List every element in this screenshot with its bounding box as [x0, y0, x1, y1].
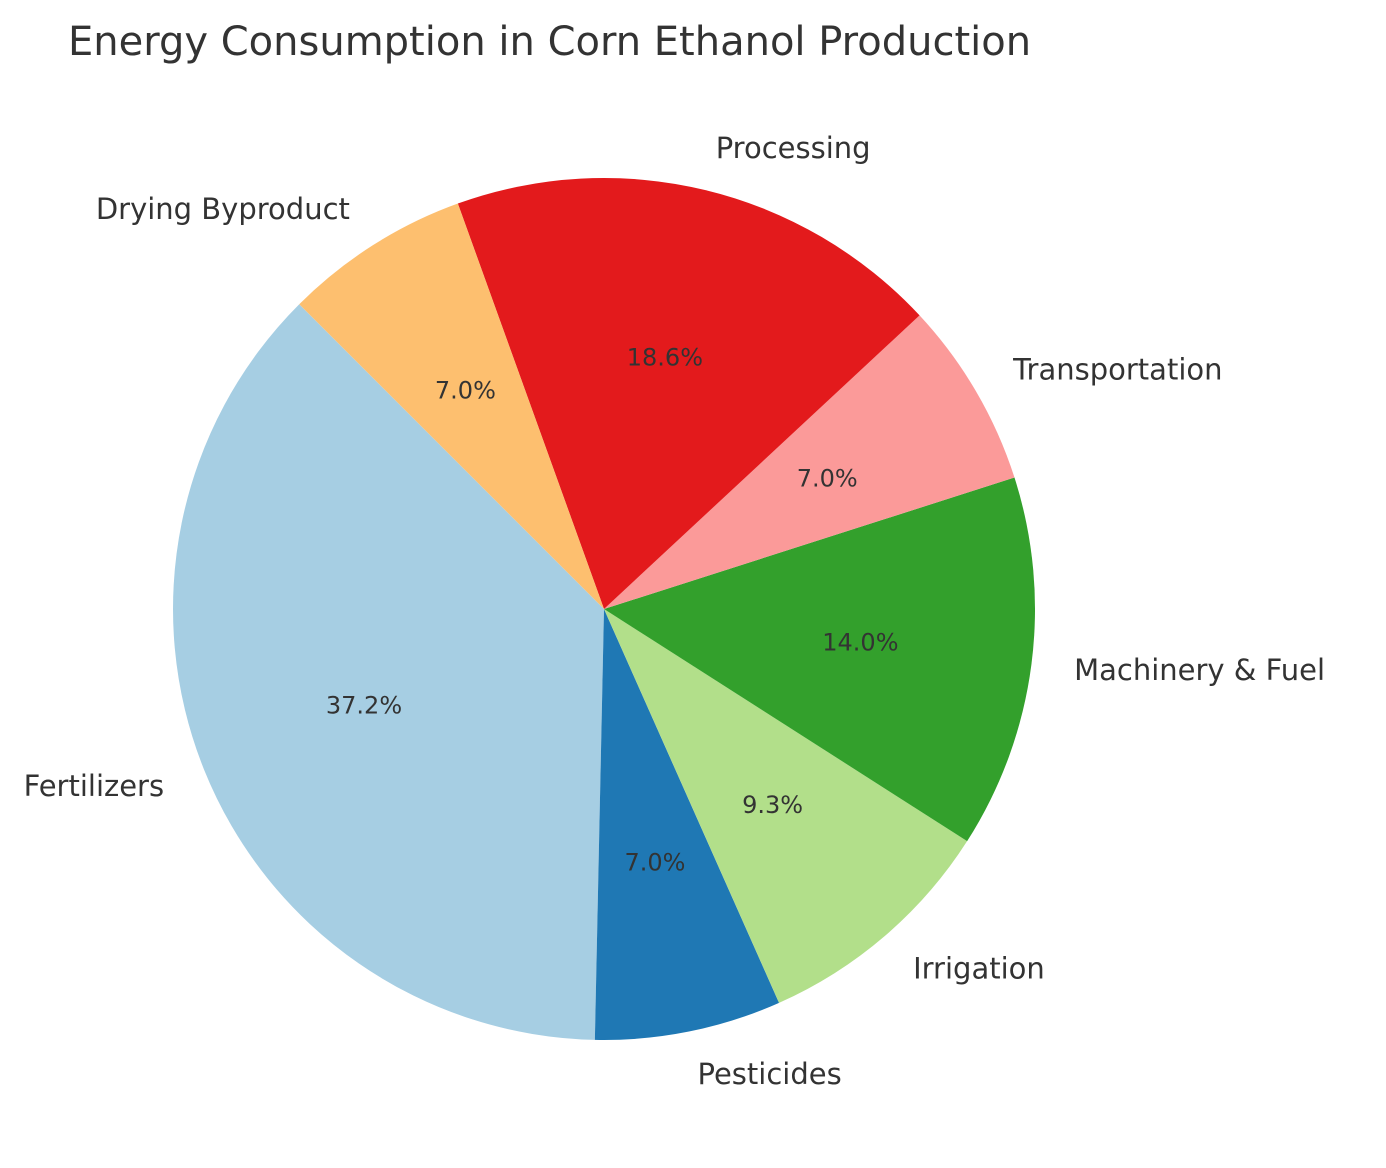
pie-slice-pesticides [594, 609, 780, 1040]
slice-label-processing: Processing [716, 131, 871, 165]
slice-label-machinery-and-fuel: Machinery & Fuel [1074, 653, 1325, 687]
slice-label-drying-byproduct: Drying Byproduct [96, 192, 350, 226]
pct-label-machinery-and-fuel: 14.0% [822, 628, 898, 656]
pct-label-irrigation: 9.3% [742, 791, 803, 819]
pie-slice-drying-byproduct [299, 203, 604, 610]
pie-slice-fertilizers [173, 304, 604, 1040]
pie-slice-machinery-and-fuel [604, 477, 1036, 842]
pie-slice-processing [457, 177, 920, 610]
slice-label-pesticides: Pesticides [698, 1057, 842, 1091]
pct-label-transportation: 7.0% [797, 464, 858, 492]
pct-label-pesticides: 7.0% [625, 849, 686, 877]
chart-title: Energy Consumption in Corn Ethanol Produ… [68, 19, 1031, 65]
slice-label-irrigation: Irrigation [913, 952, 1045, 986]
pct-label-processing: 18.6% [627, 344, 703, 372]
slice-labels: Fertilizers Pesticides Irrigation Machinery… [24, 131, 1325, 1091]
pct-label-fertilizers: 37.2% [326, 691, 402, 719]
slice-label-fertilizers: Fertilizers [24, 769, 165, 803]
pie-slices [173, 177, 1036, 1040]
pct-label-drying-byproduct: 7.0% [435, 377, 496, 405]
percentage-labels: 37.2% 7.0% 9.3% 14.0% 7.0% 18.6% 7.0% [326, 344, 899, 877]
pie-slice-irrigation [604, 609, 968, 1003]
pie-slice-transportation [604, 315, 1015, 609]
slice-label-transportation: Transportation [1012, 353, 1222, 387]
